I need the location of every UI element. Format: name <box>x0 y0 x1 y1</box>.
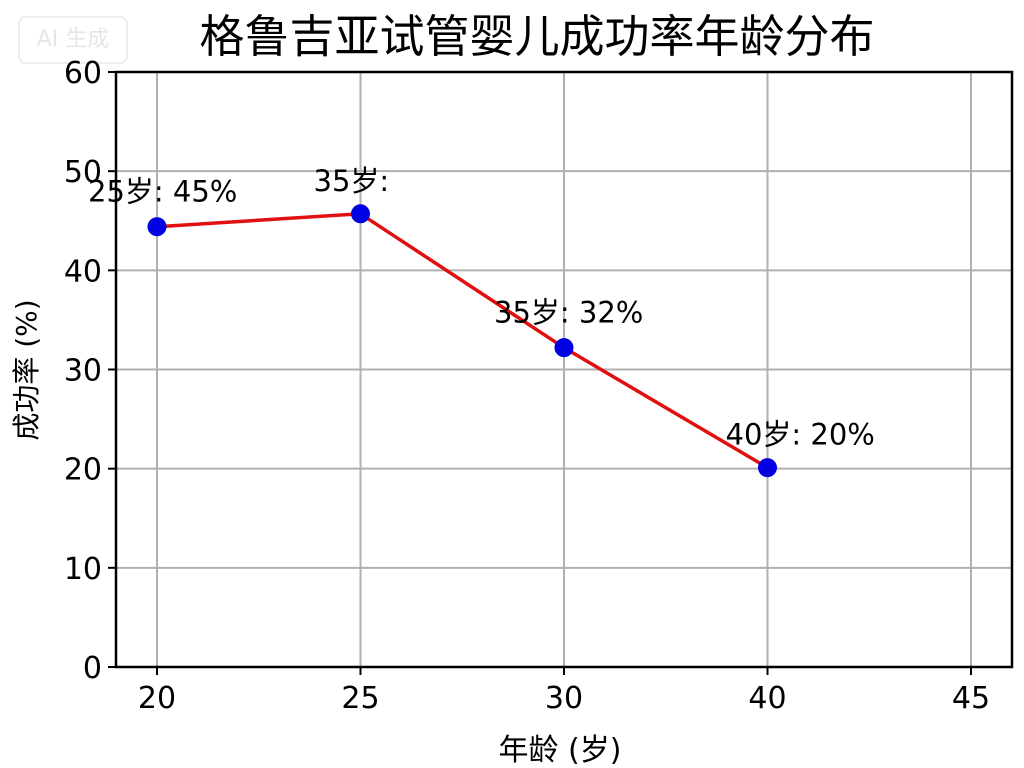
data-label: 35岁: <box>314 164 390 198</box>
x-axis-label: 年龄 (岁) <box>499 733 622 768</box>
ai-watermark: AI 生成 <box>18 16 128 64</box>
y-tick-label: 20 <box>64 453 102 488</box>
data-point <box>758 458 777 478</box>
x-tick-label: 45 <box>952 681 990 716</box>
x-tick-label: 40 <box>748 681 786 716</box>
data-label: 35岁: 32% <box>494 296 643 330</box>
y-axis-label: 成功率 (%) <box>10 299 43 440</box>
data-label: 25岁: 45% <box>88 175 237 209</box>
x-tick-label: 20 <box>138 681 176 716</box>
x-tick-label: 25 <box>341 681 379 716</box>
y-tick-label: 60 <box>64 56 102 91</box>
data-point <box>351 204 370 224</box>
series-line <box>156 212 769 470</box>
y-tick-label: 30 <box>64 354 102 389</box>
y-tick-label: 10 <box>64 552 102 587</box>
y-tick-label: 40 <box>64 254 102 289</box>
y-tick-label: 0 <box>83 651 102 686</box>
y-tick-label: 50 <box>64 155 102 190</box>
data-label: 40岁: 20% <box>726 418 875 452</box>
data-point <box>147 217 167 237</box>
x-tick-label: 30 <box>545 681 583 716</box>
data-point <box>554 338 574 358</box>
chart-title: 格鲁吉亚试管婴儿成功率年龄分布 <box>199 10 874 63</box>
